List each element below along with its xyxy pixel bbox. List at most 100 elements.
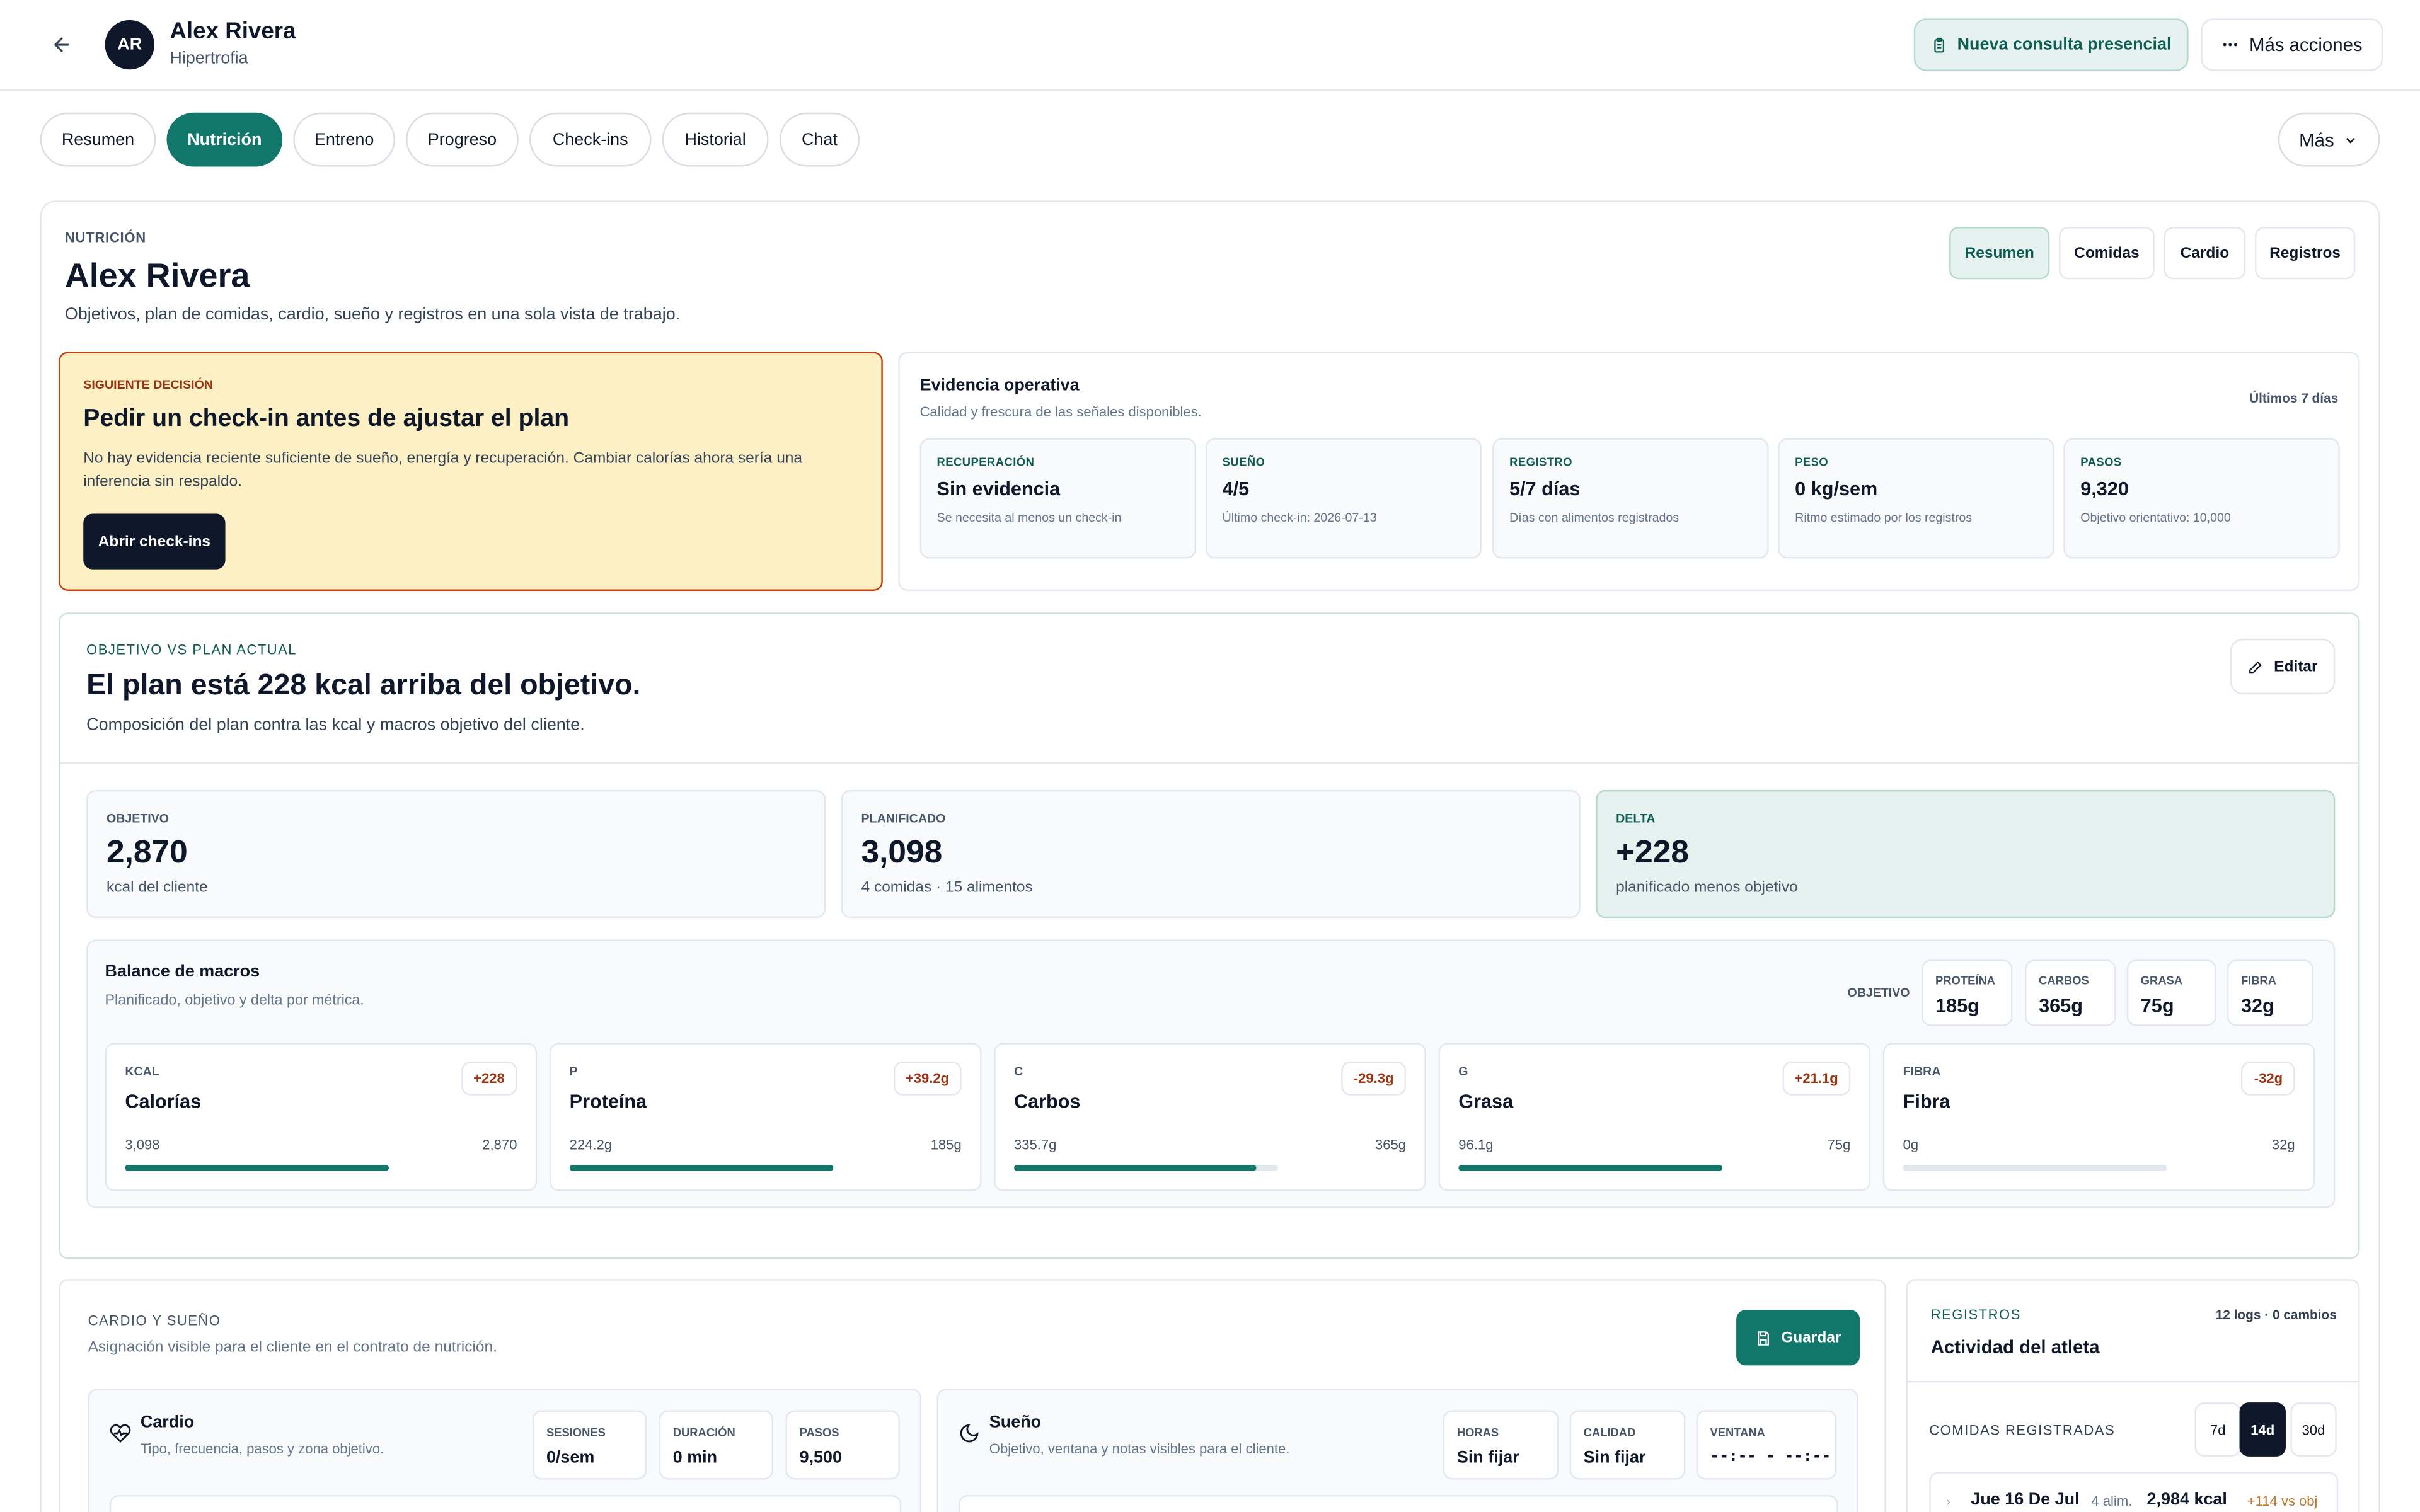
tile-note: Se necesita al menos un check-in	[936, 510, 1122, 525]
tile-label: PESO	[1795, 455, 1829, 469]
divider	[1907, 1380, 2359, 1383]
tile-label: PASOS	[2080, 455, 2122, 469]
arrow-left-icon	[54, 37, 69, 52]
tab-nutricion[interactable]: Nutrición	[166, 112, 283, 167]
plan-eyebrow: OBJETIVO VS PLAN ACTUAL	[86, 641, 297, 658]
logs-eyebrow: REGISTROS	[1930, 1307, 2021, 1322]
macro-code: KCAL	[125, 1064, 159, 1079]
chevron-down-icon	[2346, 137, 2356, 143]
section-title: Alex Rivera	[64, 256, 250, 295]
more-actions-button[interactable]: Más acciones	[2201, 18, 2383, 71]
stat-note: 4 comidas · 15 alimentos	[861, 879, 1033, 896]
pencil-icon	[2249, 660, 2262, 673]
edit-button[interactable]: Editar	[2230, 638, 2336, 695]
macro-name: Fibra	[1903, 1091, 1950, 1113]
section-eyebrow: NUTRICIÓN	[64, 229, 146, 246]
metric-label: PASOS	[799, 1425, 839, 1440]
save-label: Guardar	[1781, 1329, 1841, 1346]
back-button[interactable]	[43, 26, 81, 64]
tile-label: REGISTRO	[1509, 455, 1572, 469]
macro-target: 2,870	[482, 1137, 517, 1153]
cardio-title: Cardio	[140, 1413, 195, 1432]
tile-label: RECUPERACIÓN	[936, 455, 1035, 469]
clipboard-icon	[1934, 37, 1945, 52]
more-horizontal-icon	[2223, 43, 2238, 47]
tab-resumen[interactable]: Resumen	[40, 112, 156, 167]
stat-note: planificado menos objetivo	[1616, 879, 1798, 896]
save-button[interactable]: Guardar	[1736, 1310, 1860, 1366]
target-name: FIBRA	[2240, 973, 2277, 988]
stat-label: PLANIFICADO	[861, 811, 946, 826]
target-name: GRASA	[2140, 973, 2183, 988]
plan-title: El plan está 228 kcal arriba del objetiv…	[86, 669, 641, 702]
macro-progress-fill	[1458, 1164, 1723, 1171]
target-value: 185g	[1935, 995, 1979, 1017]
range-30d[interactable]: 30d	[2290, 1402, 2337, 1457]
stat-note: kcal del cliente	[106, 879, 208, 896]
subtab-registros[interactable]: Registros	[2254, 227, 2356, 280]
open-check-ins-button[interactable]: Abrir check-ins	[83, 513, 226, 570]
evidence-subtitle: Calidad y frescura de las señales dispon…	[919, 404, 1202, 420]
target-value: 365g	[2039, 995, 2083, 1017]
save-icon	[1758, 1331, 1770, 1345]
macro-name: Calorías	[125, 1091, 202, 1113]
new-consult-button[interactable]: Nueva consulta presencial	[1913, 18, 2189, 71]
tab-progreso[interactable]: Progreso	[406, 112, 519, 167]
stat-label: DELTA	[1616, 811, 1656, 826]
entry-date: Jue 16 De Jul	[1971, 1490, 2080, 1509]
macro-code: C	[1013, 1064, 1023, 1079]
range-14d[interactable]: 14d	[2239, 1402, 2286, 1457]
macro-delta-badge: +39.2g	[893, 1061, 962, 1096]
metric-label: HORAS	[1456, 1425, 1499, 1440]
tab-historial[interactable]: Historial	[662, 112, 769, 167]
entry-items: 4 alim.	[2091, 1493, 2133, 1509]
sleep-hours: HORAS Sin fijar	[1443, 1410, 1559, 1480]
macro-progress-track	[125, 1164, 389, 1171]
meal-log-entry[interactable]: › Jue 16 De Jul 4 alim. 2,984 kcal +114 …	[1929, 1472, 2339, 1512]
sleep-window: VENTANA --:-- - --:--	[1696, 1410, 1837, 1480]
range-7d[interactable]: 7d	[2194, 1402, 2241, 1457]
next-decision-card: SIGUIENTE DECISIÓN Pedir un check-in ant…	[59, 352, 883, 591]
cardio-sleep-eyebrow: CARDIO Y SUEÑO	[88, 1313, 221, 1329]
stat-planned: PLANIFICADO 3,098 4 comidas · 15 aliment…	[841, 789, 1581, 919]
macro-delta-badge: -32g	[2242, 1061, 2295, 1096]
tile-note: Objetivo orientativo: 10,000	[2080, 510, 2231, 525]
macro-target: 75g	[1827, 1137, 1851, 1153]
subtab-comidas[interactable]: Comidas	[2058, 227, 2155, 280]
macro-progress-fill	[1013, 1164, 1257, 1171]
macro-code: P	[569, 1064, 578, 1079]
stat-value: 3,098	[861, 834, 943, 871]
tab-check-ins[interactable]: Check-ins	[529, 112, 652, 167]
metric-value: Sin fijar	[1456, 1448, 1519, 1467]
macro-card-protein: P Proteína +39.2g 224.2g 185g	[549, 1043, 982, 1191]
entry-chevron-icon: ›	[1946, 1495, 1950, 1509]
metric-label: VENTANA	[1710, 1425, 1765, 1440]
target-label: OBJETIVO	[1847, 985, 1910, 1000]
tab-entreno[interactable]: Entreno	[293, 112, 395, 167]
cardio-subtitle: Tipo, frecuencia, pasos y zona objetivo.	[140, 1441, 384, 1457]
macro-target: 365g	[1374, 1137, 1407, 1153]
target-value: 75g	[2140, 995, 2174, 1017]
more-actions-label: Más acciones	[2249, 33, 2363, 56]
entry-kcal: 2,984 kcal	[2146, 1490, 2227, 1509]
macro-planned: 96.1g	[1458, 1137, 1494, 1153]
section-description: Objetivos, plan de comidas, cardio, sueñ…	[64, 305, 681, 324]
macro-card-fat: G Grasa +21.1g 96.1g 75g	[1438, 1043, 1871, 1191]
target-name: PROTEÍNA	[1935, 973, 1995, 988]
stat-objective: OBJETIVO 2,870 kcal del cliente	[86, 789, 826, 919]
target-carbs: CARBOS 365g	[2025, 959, 2116, 1026]
metric-value: 0/sem	[546, 1448, 595, 1467]
macro-progress-track	[1458, 1164, 1723, 1171]
mas-dropdown[interactable]: Más	[2278, 112, 2380, 167]
tile-note: Último check-in: 2026-07-13	[1222, 510, 1377, 525]
subtab-cardio[interactable]: Cardio	[2164, 227, 2246, 280]
target-fat: GRASA 75g	[2126, 959, 2216, 1026]
cardio-form	[109, 1495, 902, 1512]
tab-chat[interactable]: Chat	[779, 112, 860, 167]
macro-progress-fill	[125, 1164, 389, 1171]
target-fiber: FIBRA 32g	[2227, 959, 2314, 1026]
macro-planned: 3,098	[125, 1137, 160, 1153]
subtab-resumen[interactable]: Resumen	[1949, 227, 2050, 280]
objective-vs-plan-card: OBJETIVO VS PLAN ACTUAL El plan está 228…	[59, 612, 2360, 1259]
avatar: AR	[105, 20, 154, 70]
